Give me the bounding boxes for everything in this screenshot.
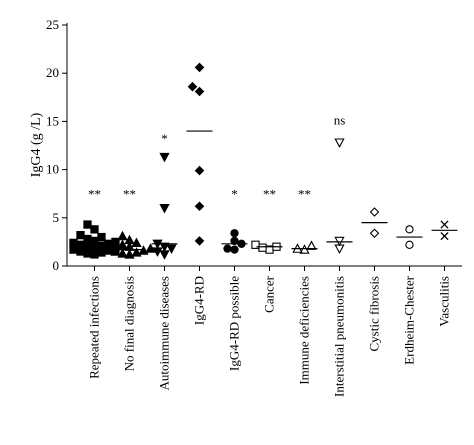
mean-lines <box>81 130 458 251</box>
y-tick-label: 25 <box>46 17 59 32</box>
data-point <box>90 236 99 246</box>
data-point <box>334 236 345 247</box>
data-point <box>194 86 205 97</box>
data-point <box>110 246 121 256</box>
data-point <box>405 240 414 249</box>
data-point <box>103 244 114 254</box>
category-label: Cancer <box>262 275 277 312</box>
significance-label: * <box>161 131 168 146</box>
data-point <box>369 228 380 239</box>
data-point <box>83 234 92 244</box>
data-point <box>117 248 128 258</box>
data-point <box>124 241 135 251</box>
data-point <box>83 220 92 229</box>
y-tick-label: 0 <box>53 258 60 273</box>
y-axis-label: IgG4 (g /L) <box>29 112 44 177</box>
y-tick-label: 15 <box>46 113 59 128</box>
data-point <box>76 231 85 240</box>
data-point <box>194 165 205 176</box>
y-tick-label: 10 <box>46 162 59 177</box>
data-point <box>299 244 310 254</box>
data-point <box>124 249 135 259</box>
data-point <box>131 237 142 248</box>
category-labels: Repeated infections No final diagnosis Aut… <box>87 275 452 397</box>
category-label: Autoimmune diseases <box>157 276 172 390</box>
category-label: Cystic fibrosis <box>367 276 382 351</box>
data-point <box>223 244 232 253</box>
data-point <box>131 247 142 257</box>
data-point <box>440 220 449 229</box>
data-point <box>194 201 205 212</box>
data-point <box>97 232 106 242</box>
data-point <box>369 207 380 217</box>
data-point <box>124 234 135 245</box>
category-label: Repeated infections <box>87 276 102 379</box>
category-label: Immune deficiencies <box>297 276 312 385</box>
data-point <box>90 250 99 259</box>
data-point <box>138 245 149 255</box>
data-point <box>166 244 177 255</box>
data-point <box>90 243 99 252</box>
data-points <box>69 62 449 260</box>
category-label: Interstitial pneumonitis <box>332 276 347 397</box>
x-axis <box>67 265 462 271</box>
significance-label: ns <box>334 113 346 128</box>
data-point <box>83 249 92 258</box>
category-label: No final diagnosis <box>122 276 137 371</box>
category-label: Erdheim-Chester <box>402 275 417 364</box>
data-point <box>117 230 128 241</box>
y-tick-label: 20 <box>46 65 59 80</box>
data-point <box>230 229 239 238</box>
data-point <box>440 232 449 241</box>
data-point <box>258 243 267 252</box>
data-point <box>230 245 239 254</box>
data-point <box>90 225 99 234</box>
data-point <box>159 204 170 214</box>
significance-label: ** <box>298 187 311 202</box>
data-point <box>405 225 414 234</box>
y-tick-label: 5 <box>53 210 60 225</box>
significance-label: ** <box>123 187 136 202</box>
significance-label: * <box>231 187 238 202</box>
data-point <box>194 236 205 246</box>
data-point <box>111 237 120 247</box>
data-point <box>159 242 170 253</box>
data-point <box>97 241 106 250</box>
data-point <box>159 152 170 163</box>
y-axis: 0 5 10 15 20 25 <box>46 17 68 273</box>
data-point <box>194 62 205 73</box>
significance-label: ** <box>88 187 101 202</box>
data-point <box>187 81 198 92</box>
data-point <box>117 239 128 249</box>
category-label: IgG4-RD <box>192 276 207 325</box>
category-label: Vasculitis <box>437 276 452 327</box>
category-label: IgG4-RD possible <box>227 276 242 371</box>
data-point <box>306 240 317 250</box>
data-point <box>251 240 260 249</box>
data-point <box>69 238 78 248</box>
data-point <box>69 245 78 254</box>
data-point <box>145 243 156 253</box>
data-point <box>334 138 345 148</box>
data-point <box>76 247 85 256</box>
data-point <box>97 248 106 257</box>
significance-label: ** <box>263 187 276 202</box>
significance-annotations: ** **** ** **ns <box>88 113 345 202</box>
